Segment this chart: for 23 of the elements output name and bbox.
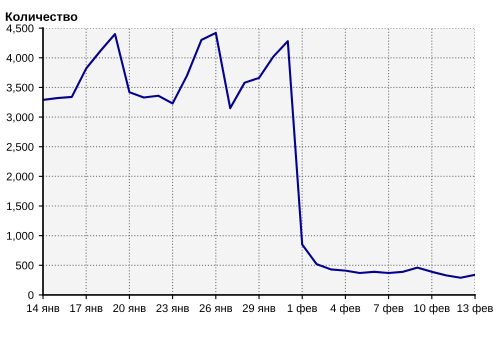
x-tick-label: 26 янв: [200, 304, 232, 312]
y-tick-label: 3,500: [6, 84, 34, 93]
x-tick-label: 29 янв: [242, 304, 276, 312]
y-tick-label: 2,000: [6, 172, 34, 182]
x-tick-label: 10 фев: [414, 304, 450, 314]
chart-title: Количество: [6, 12, 78, 22]
y-tick-label: 3,000: [6, 113, 34, 123]
x-tick-label: 14 янв: [27, 304, 60, 312]
y-tick-label: 4,000: [6, 54, 34, 64]
y-tick-label: 1,500: [7, 202, 34, 212]
y-tick-label: 500: [16, 262, 34, 270]
y-tick-label: 1,000: [7, 232, 34, 242]
x-tick-label: 1 фев: [288, 304, 317, 314]
x-tick-label: 4 фев: [330, 304, 360, 314]
y-tick-label: 4,500: [6, 24, 34, 34]
x-tick-label: 23 янв: [156, 304, 189, 312]
x-tick-label: 17 янв: [70, 304, 102, 312]
x-tick-label: 7 фев: [374, 304, 404, 314]
line-series: [43, 32, 475, 279]
x-tick-label: 20 янв: [113, 304, 146, 312]
y-tick-label: 0: [28, 291, 34, 300]
y-tick-label: 2,500: [6, 142, 34, 152]
x-tick-label: 13 фев: [458, 304, 493, 314]
